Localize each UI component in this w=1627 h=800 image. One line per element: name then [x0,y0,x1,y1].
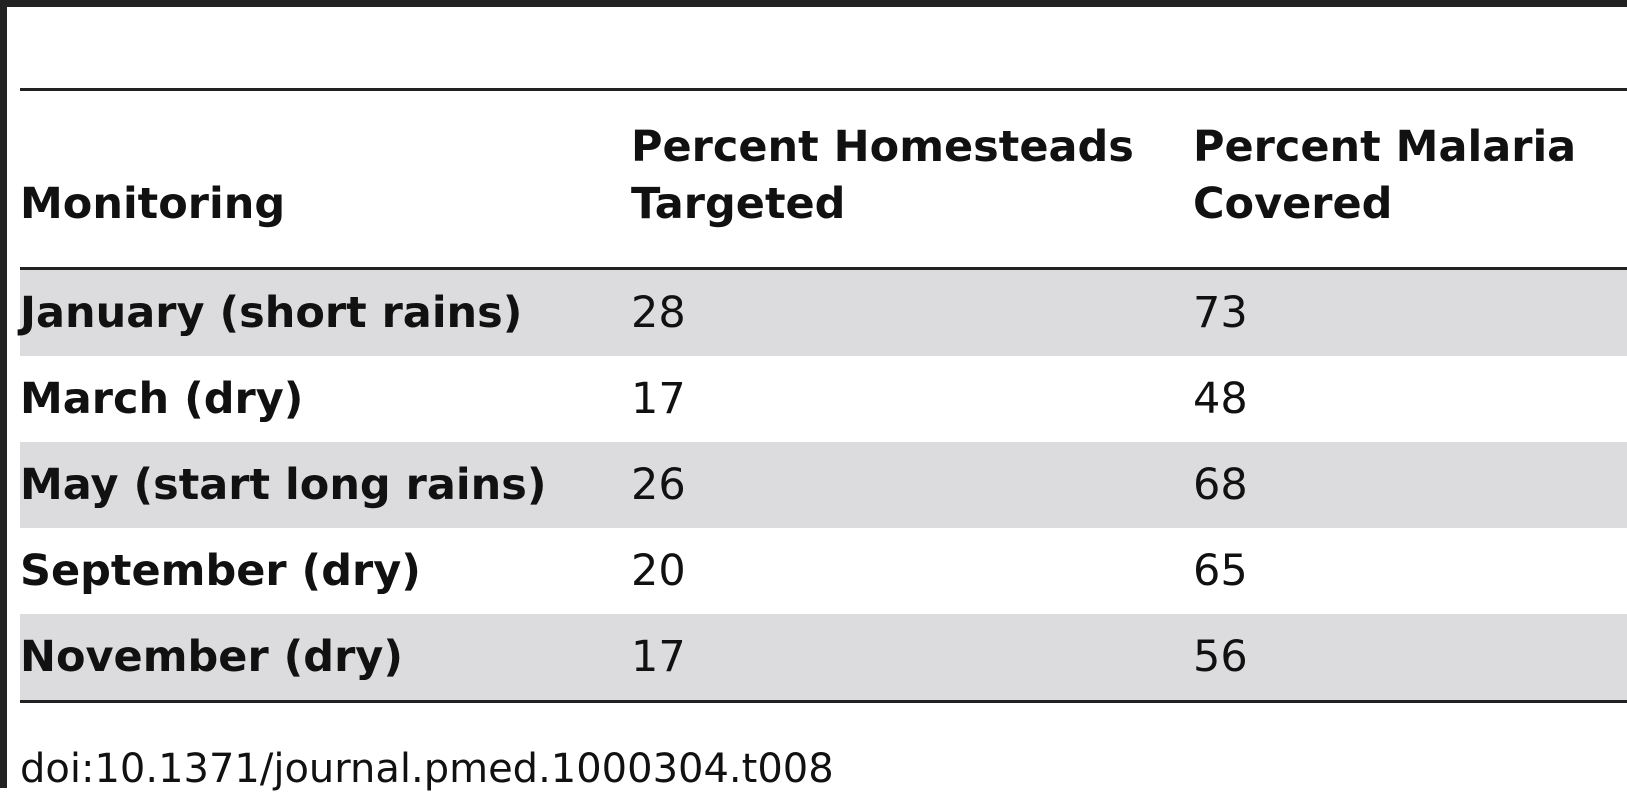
header-bottom-rule [20,267,1627,270]
table-row: January (short rains) 28 73 [20,270,1627,356]
table-row: March (dry) 17 48 [20,356,1627,442]
header-homesteads: Percent Homesteads Targeted [631,122,1134,229]
homesteads-value: 17 [631,374,686,424]
table-row: May (start long rains) 26 68 [20,442,1627,528]
row-label: March (dry) [20,374,304,424]
top-rule [0,0,1627,7]
homesteads-value: 26 [631,460,686,510]
homesteads-value: 28 [631,288,686,338]
row-label: May (start long rains) [20,460,547,510]
malaria-value: 65 [1193,546,1248,596]
table-top-rule [20,88,1627,91]
malaria-value: 48 [1193,374,1248,424]
malaria-value: 73 [1193,288,1248,338]
doi-caption: doi:10.1371/journal.pmed.1000304.t008 [20,746,834,792]
row-label: September (dry) [20,546,421,596]
header-malaria: Percent Malaria Covered [1193,122,1577,229]
homesteads-value: 20 [631,546,686,596]
table-header-row: Monitoring Percent Homesteads Targeted P… [20,91,1627,267]
left-rule [0,0,7,788]
malaria-value: 68 [1193,460,1248,510]
table-row: September (dry) 20 65 [20,528,1627,614]
homesteads-value: 17 [631,632,686,682]
table-bottom-rule [20,700,1627,703]
header-monitoring: Monitoring [20,179,286,229]
malaria-value: 56 [1193,632,1248,682]
row-label: January (short rains) [20,288,523,338]
row-label: November (dry) [20,632,403,682]
table-row: November (dry) 17 56 [20,614,1627,700]
data-table: Monitoring Percent Homesteads Targeted P… [20,88,1627,703]
